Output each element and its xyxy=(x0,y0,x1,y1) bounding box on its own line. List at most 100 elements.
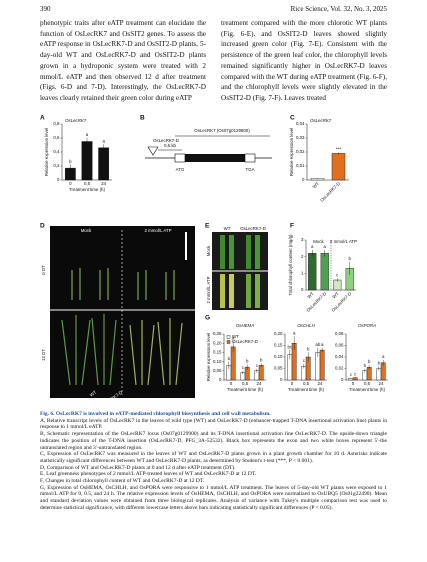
y-tick-label: 0 xyxy=(341,377,344,382)
x-tick-label: WT xyxy=(312,181,321,190)
significance-letter: a xyxy=(324,244,327,249)
caption-item: A, Relative transcript levels of OsLecRK… xyxy=(40,417,387,431)
y-tick-label: 0,10 xyxy=(213,359,222,364)
legend-label: WT xyxy=(232,334,239,339)
y-tick-label: 0 xyxy=(301,287,304,292)
caption-item: C, Expression of OsLecRK7 was measured i… xyxy=(40,451,387,464)
stop-codon: TGA xyxy=(245,167,254,172)
panel-label: E xyxy=(205,223,210,230)
x-tick-label: 0 xyxy=(230,381,233,386)
x-tick-label: 0 xyxy=(291,381,294,386)
x-tick-label: WT xyxy=(331,291,340,300)
x-tick-label: 0,5 xyxy=(84,181,91,186)
y-tick-label: 1 xyxy=(301,270,304,275)
condition-label: Mock xyxy=(81,228,92,233)
y-tick-label: 0 xyxy=(219,377,222,382)
significance-letter: b xyxy=(260,358,263,363)
page-number: 390 xyxy=(40,5,51,13)
y-tick-label: 0 xyxy=(280,377,283,382)
y-tick-label: 0,25 xyxy=(213,331,222,336)
significance-mark: *** xyxy=(336,147,341,152)
significance-letter: c xyxy=(354,371,357,376)
significance-letter: b xyxy=(69,159,72,164)
significance-letter: b xyxy=(368,359,371,364)
chart-title: OsHEMA xyxy=(236,323,254,328)
panel-label: D xyxy=(40,223,45,230)
caption-item: D, Comparison of WT and OsLecRK7-D plant… xyxy=(40,464,236,471)
chart-title: OsCHLH xyxy=(297,323,315,328)
caption-item: G, Expression of OsHEMA, OsCHLH, and OsP… xyxy=(40,484,387,511)
y-tick-label: 0,04 xyxy=(335,354,344,359)
significance-letter: b xyxy=(228,356,231,361)
y-tick-label: 0,8 xyxy=(53,121,60,126)
significance-letter: c xyxy=(350,372,353,377)
y-tick-label: 0,06 xyxy=(335,343,344,348)
x-axis-label: Treatment time (h) xyxy=(288,387,324,392)
significance-letter: c xyxy=(303,358,306,363)
y-tick-label: 0,10 xyxy=(274,354,283,359)
chart-title: OsPORA xyxy=(358,323,376,328)
significance-letter: a xyxy=(232,336,235,341)
legend-label: OsLecRK7-D xyxy=(232,339,258,344)
x-tick-label: OsLecRK7-D xyxy=(319,181,341,203)
body-text: phenotypic traits after eATP treatment c… xyxy=(40,19,206,102)
significance-letter: a xyxy=(293,330,296,335)
tdna-triangle xyxy=(147,146,159,156)
bar xyxy=(320,253,329,291)
chart-title: OsLecRK7 xyxy=(65,118,87,123)
significance-letter: c xyxy=(242,365,245,370)
x-tick-label: 24 xyxy=(318,381,323,386)
y-tick-label: 0,15 xyxy=(213,350,222,355)
significance-letter: b xyxy=(378,360,381,365)
panel-label: C xyxy=(290,115,295,122)
significance-letter: a xyxy=(86,132,89,137)
distance-label: 0,6 kb xyxy=(164,143,177,148)
panel-label: B xyxy=(140,115,145,122)
y-tick-label: 0,02 xyxy=(296,149,305,154)
legend-swatch xyxy=(226,340,231,344)
genotype-label: WT xyxy=(224,226,231,231)
start-codon: ATG xyxy=(176,167,185,172)
leaves xyxy=(220,235,260,308)
bar xyxy=(308,253,317,291)
exon-box xyxy=(185,154,245,162)
caption-title: Fig. 6. OsLecRK7 is involved in eATP-med… xyxy=(40,411,271,417)
plants xyxy=(61,268,183,386)
bar xyxy=(319,349,325,381)
x-tick-label: 0 xyxy=(352,381,355,386)
y-axis-label: Relative expression level xyxy=(44,128,49,177)
legend-swatch xyxy=(226,335,231,339)
bar xyxy=(258,365,264,381)
significance-letter: a xyxy=(102,138,105,143)
condition-label: 2 mmol/L ATP xyxy=(144,228,171,233)
caption-item: E, Leaf greenness phenotypes of 2 mmol/L… xyxy=(40,471,257,478)
y-tick-label: 0,20 xyxy=(274,331,283,336)
y-tick-label: 0 xyxy=(57,177,60,182)
x-tick-label: 24 xyxy=(101,181,106,186)
bar xyxy=(98,147,110,181)
y-axis-label: Relative expression level xyxy=(206,333,211,382)
y-tick-label: 0,08 xyxy=(335,331,344,336)
y-tick-label: 0,03 xyxy=(296,135,305,140)
y-tick-label: 0,4 xyxy=(53,149,60,154)
gene-label: OsLecRK7 (Os07g0129900) xyxy=(194,128,250,133)
x-axis-label: Treatment time (h) xyxy=(349,387,385,392)
significance-letter: c xyxy=(256,363,259,368)
y-tick-label: 0,05 xyxy=(213,368,222,373)
journal: Rice Science, Vol. 32, No. 3, 2025 xyxy=(290,5,387,13)
y-tick-label: 2 xyxy=(301,254,304,259)
genotype-label: WT xyxy=(89,389,98,397)
x-tick-label: 0,5 xyxy=(364,381,371,386)
caption-item: F, Changes in total chlorophyll content … xyxy=(40,478,205,485)
y-tick-label: 0,6 xyxy=(53,135,60,140)
x-tick-label: 0 xyxy=(69,181,72,186)
significance-letter: b xyxy=(364,363,367,368)
bar xyxy=(81,141,93,181)
y-tick-label: 3 xyxy=(301,237,304,242)
y-tick-label: 0,20 xyxy=(213,340,222,345)
condition-label: Mock xyxy=(206,245,211,256)
x-tick-label: WT xyxy=(306,291,315,300)
panel-label: A xyxy=(40,115,45,122)
photo xyxy=(50,226,195,398)
